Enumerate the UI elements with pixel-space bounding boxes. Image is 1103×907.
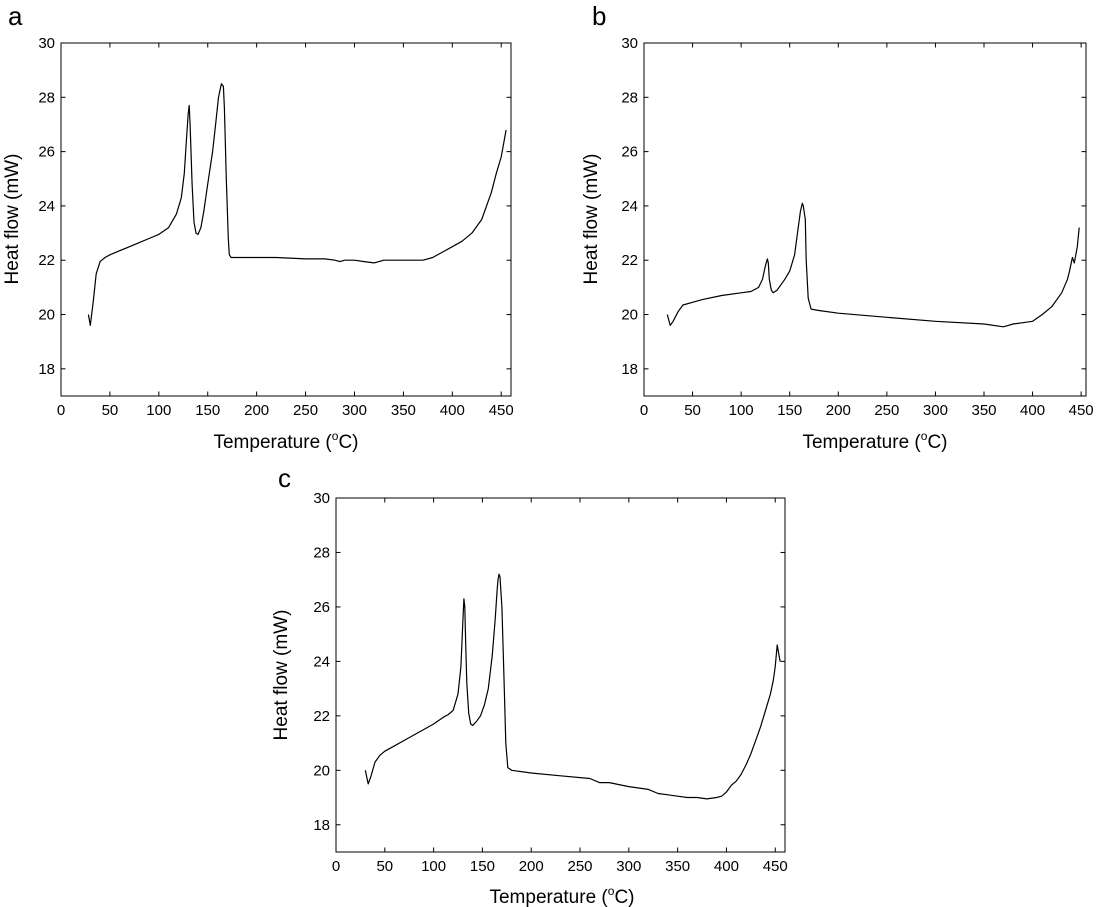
chart-panel-a: a 0 50 100 150 200 250 300 350 400 450 18 20 22 24 26… (2, 1, 514, 453)
x-tick-label-a-0: 0 (57, 402, 65, 419)
y-tick-label-a-24: 24 (38, 198, 55, 215)
x-axis-label-c-text: Temperature ( (489, 887, 608, 907)
x-axis-label-b: Temperature (oC) (802, 429, 947, 453)
x-tick-label-b-400: 400 (1020, 402, 1045, 419)
x-axis-label-c: Temperature (oC) (489, 884, 634, 907)
y-axis-label-c: Heat flow (mW) (271, 610, 292, 741)
x-tick-label-b-100: 100 (729, 402, 754, 419)
plot-frame-b (643, 42, 1087, 397)
y-tick-label-c-28: 28 (313, 544, 330, 561)
x-tick-label-b-150: 150 (777, 402, 802, 419)
y-ticks-a: 18 20 22 24 26 28 30 (38, 35, 511, 378)
y-tick-label-a-22: 22 (38, 252, 55, 269)
x-tick-label-b-300: 300 (923, 402, 948, 419)
x-axis-label-a-degree: o (332, 429, 339, 443)
y-tick-label-b-28: 28 (621, 89, 638, 106)
x-tick-label-a-100: 100 (146, 402, 171, 419)
y-tick-label-b-26: 26 (621, 144, 638, 161)
y-tick-label-a-28: 28 (38, 89, 55, 106)
x-tick-label-c-300: 300 (616, 858, 641, 875)
x-axis-label-b-unit: C) (927, 432, 947, 453)
x-axis-label-a-text: Temperature ( (213, 432, 332, 453)
series-line-b (666, 202, 1080, 328)
series-line-c (364, 573, 781, 800)
x-tick-label-a-450: 450 (489, 402, 514, 419)
y-tick-label-a-30: 30 (38, 35, 55, 52)
x-tick-label-a-400: 400 (440, 402, 465, 419)
y-ticks-b: 18 20 22 24 26 28 30 (621, 35, 1086, 378)
x-axis-label-c-unit: C) (614, 887, 634, 907)
x-ticks-c: 0 50 100 150 200 250 300 350 400 450 (332, 498, 788, 875)
x-tick-label-a-50: 50 (102, 402, 119, 419)
x-tick-label-a-350: 350 (391, 402, 416, 419)
y-tick-label-c-22: 22 (313, 708, 330, 725)
x-tick-label-b-200: 200 (826, 402, 851, 419)
x-axis-label-a: Temperature (oC) (213, 429, 358, 453)
x-tick-label-c-350: 350 (665, 858, 690, 875)
y-tick-label-b-30: 30 (621, 35, 638, 52)
panel-a-letter: a (8, 1, 23, 31)
x-axis-label-c-degree: o (608, 884, 615, 898)
x-tick-label-c-200: 200 (519, 858, 544, 875)
x-tick-label-c-150: 150 (470, 858, 495, 875)
y-tick-label-b-18: 18 (621, 361, 638, 378)
x-tick-label-c-100: 100 (421, 858, 446, 875)
x-tick-label-b-50: 50 (684, 402, 701, 419)
y-tick-label-a-18: 18 (38, 361, 55, 378)
y-tick-label-c-20: 20 (313, 762, 330, 779)
x-tick-label-b-250: 250 (874, 402, 899, 419)
x-tick-label-a-150: 150 (195, 402, 220, 419)
x-axis-label-b-degree: o (921, 429, 928, 443)
y-tick-label-a-20: 20 (38, 307, 55, 324)
x-tick-label-c-450: 450 (763, 858, 788, 875)
x-tick-label-a-200: 200 (244, 402, 269, 419)
x-tick-label-c-50: 50 (376, 858, 393, 875)
y-tick-label-c-24: 24 (313, 653, 330, 670)
y-tick-label-c-26: 26 (313, 599, 330, 616)
x-tick-label-a-250: 250 (293, 402, 318, 419)
x-tick-label-b-450: 450 (1069, 402, 1094, 419)
x-ticks-b: 0 50 100 150 200 250 300 350 400 450 (640, 43, 1094, 419)
x-axis-label-b-text: Temperature ( (802, 432, 921, 453)
y-axis-label-b: Heat flow (mW) (581, 154, 602, 285)
x-tick-label-c-250: 250 (568, 858, 593, 875)
chart-panel-b: b 0 50 100 150 200 250 300 350 400 450 18 20 22 24 26… (581, 1, 1094, 453)
x-tick-label-b-350: 350 (971, 402, 996, 419)
panel-b-letter: b (592, 1, 606, 31)
x-tick-label-a-300: 300 (342, 402, 367, 419)
y-tick-label-b-24: 24 (621, 198, 638, 215)
y-tick-label-b-22: 22 (621, 252, 638, 269)
chart-panel-c: c 0 50 100 150 200 250 300 350 400 450 18 20 22 24 26… (271, 463, 788, 907)
x-tick-label-c-0: 0 (332, 858, 340, 875)
x-tick-label-b-0: 0 (640, 402, 648, 419)
y-axis-label-a: Heat flow (mW) (2, 154, 23, 285)
x-ticks-a: 0 50 100 150 200 250 300 350 400 450 (57, 43, 514, 419)
y-tick-label-a-26: 26 (38, 144, 55, 161)
y-tick-label-c-18: 18 (313, 817, 330, 834)
y-tick-label-b-20: 20 (621, 307, 638, 324)
x-tick-label-c-400: 400 (714, 858, 739, 875)
y-ticks-c: 18 20 22 24 26 28 30 (313, 490, 785, 834)
series-line-a (87, 83, 507, 326)
y-tick-label-c-30: 30 (313, 490, 330, 507)
plot-frame-c (335, 497, 786, 853)
plot-frame-a (60, 42, 512, 397)
panel-c-letter: c (278, 463, 291, 493)
x-axis-label-a-unit: C) (338, 432, 358, 453)
